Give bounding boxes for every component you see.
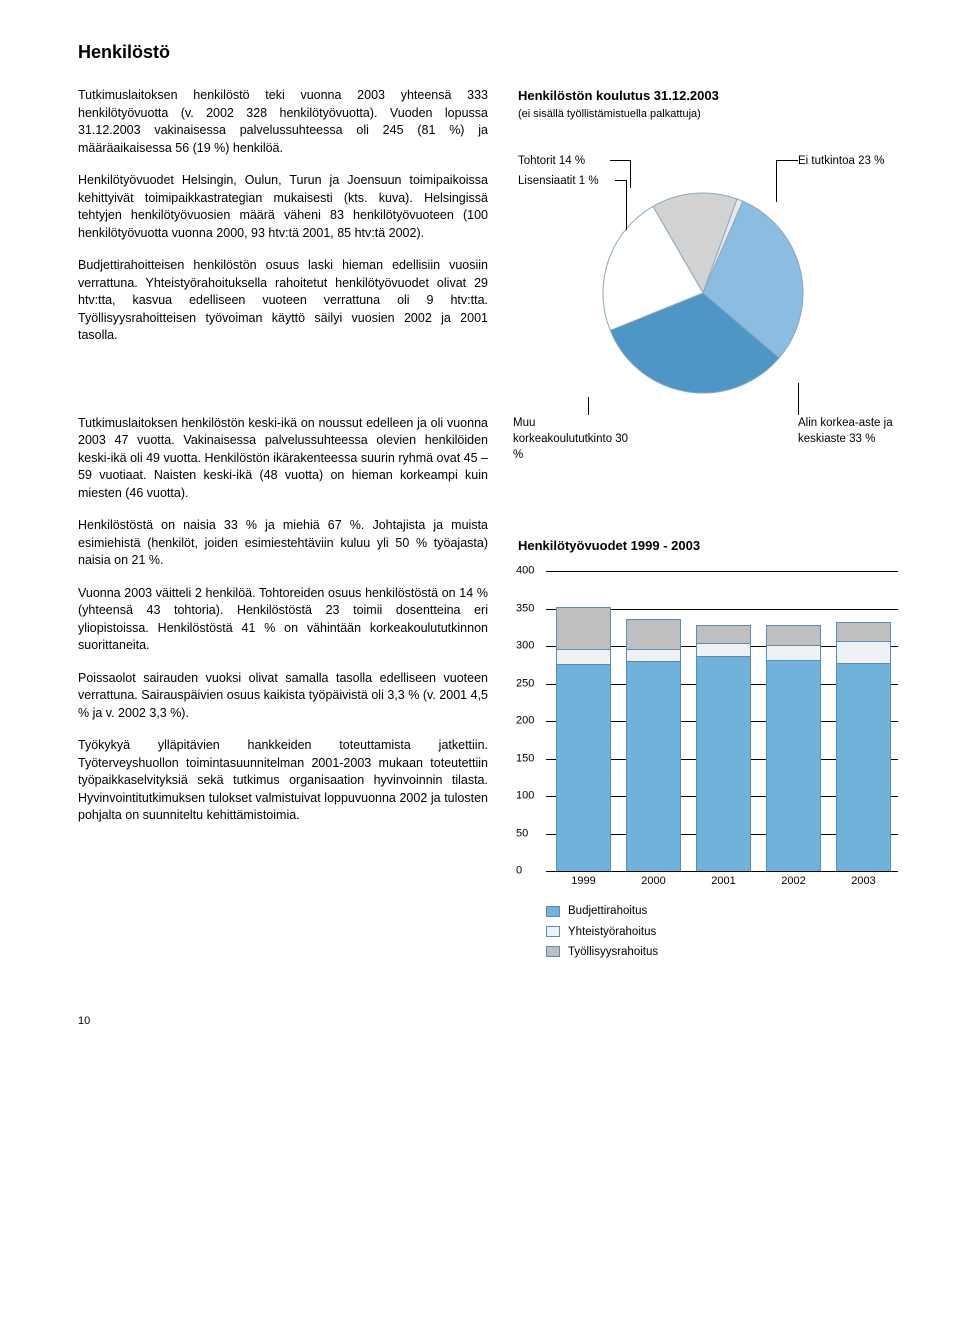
pie-chart-title: Henkilöstön koulutus 31.12.2003 [518,87,910,105]
bar-group [556,607,611,871]
left-column-lower: Henkilöstöstä on naisia 33 % ja miehiä 6… [78,517,488,963]
bar-group [836,622,891,872]
pie-leader-line [630,160,631,188]
pie-label: Alin korkea-aste ja keskiaste 33 % [798,415,918,447]
body-paragraph: Vuonna 2003 väitteli 2 henkilöä. Tohtore… [78,585,488,655]
pie-label: Ei tutkintoa 23 % [798,153,884,169]
bar-x-label: 2000 [626,874,681,889]
bar-segment [836,663,891,872]
bar-x-label: 2003 [836,874,891,889]
body-paragraph: Budjettirahoitteisen henkilöstön osuus l… [78,257,488,345]
legend-swatch [546,946,560,957]
bar-y-label: 0 [516,864,522,879]
pie-leader-line [588,397,589,415]
bar-y-label: 200 [516,714,534,729]
body-paragraph: Työkykyä ylläpitävien hankkeiden toteutt… [78,737,488,825]
body-paragraph: Henkilöstöstä on naisia 33 % ja miehiä 6… [78,517,488,570]
bar-segment [766,660,821,872]
pie-leader-line [610,160,630,161]
bar-segment [696,625,751,643]
bar-segment [556,607,611,648]
pie-leader-line [776,160,777,202]
pie-label: Lisensiaatit 1 % [518,173,599,189]
page-title: Henkilöstö [78,40,910,65]
bar-group [696,625,751,871]
pie-label: Tohtorit 14 % [518,153,585,169]
pie-chart-subtitle: (ei sisällä työllistämistuella palkattuj… [518,107,910,122]
bar-segment [626,661,681,871]
bar-segment [556,664,611,872]
body-paragraph: Poissaolot sairauden vuoksi olivat samal… [78,670,488,723]
pie-leader-line [798,383,799,415]
bar-y-label: 400 [516,564,534,579]
page-number: 10 [78,1014,910,1029]
bar-chart: 0501001502002503003504001999200020012002… [518,571,898,871]
pie-chart: Tohtorit 14 %Lisensiaatit 1 %Muu korkeak… [518,135,910,415]
bar-segment [696,643,751,656]
legend-label: Budjettirahoitus [568,903,647,919]
bar-y-label: 150 [516,751,534,766]
bar-segment [626,649,681,662]
body-paragraph: Tutkimuslaitoksen henkilöstö teki vuonna… [78,87,488,157]
body-paragraph: Tutkimuslaitoksen henkilöstön keski-ikä … [78,415,488,503]
legend-label: Työllisyysrahoitus [568,944,658,960]
pie-leader-line [776,160,798,161]
legend-item: Työllisyysrahoitus [546,944,910,960]
bar-segment [766,645,821,660]
pie-leader-line [626,180,627,230]
bar-y-label: 100 [516,789,534,804]
bar-x-label: 2002 [766,874,821,889]
legend-swatch [546,926,560,937]
right-column-lower: Henkilötyövuodet 1999 - 2003 0 50 100 150 20… [518,517,910,963]
bar-group [766,625,821,871]
bar-x-label: 2001 [696,874,751,889]
bar-segment [626,619,681,648]
pie-label: Muu korkeakoulututkinto 30 % [513,415,633,463]
legend-label: Yhteistyörahoitus [568,924,656,940]
legend-item: Budjettirahoitus [546,903,910,919]
legend-swatch [546,906,560,917]
bar-y-label: 250 [516,676,534,691]
bar-chart-title: Henkilötyövuodet 1999 - 2003 [518,537,910,555]
pie-leader-line [615,180,626,181]
bar-group [626,619,681,871]
mid-paragraph-block: Tutkimuslaitoksen henkilöstön keski-ikä … [78,415,488,503]
bar-segment [696,656,751,871]
body-paragraph: Henkilötyövuodet Helsingin, Oulun, Turun… [78,172,488,242]
bar-gridline [546,871,898,872]
bar-chart-legend: Budjettirahoitus Yhteistyörahoitus Työllis… [546,903,910,959]
bar-segment [556,649,611,664]
right-column: Henkilöstön koulutus 31.12.2003 (ei sisä… [518,87,910,415]
bar-y-label: 50 [516,826,528,841]
legend-item: Yhteistyörahoitus [546,924,910,940]
bar-y-label: 300 [516,639,534,654]
bar-y-label: 350 [516,601,534,616]
bar-segment [766,625,821,645]
bar-segment [836,622,891,642]
left-column: Tutkimuslaitoksen henkilöstö teki vuonna… [78,87,488,415]
bar-x-label: 1999 [556,874,611,889]
bar-segment [836,641,891,663]
bar-gridline [546,571,898,572]
